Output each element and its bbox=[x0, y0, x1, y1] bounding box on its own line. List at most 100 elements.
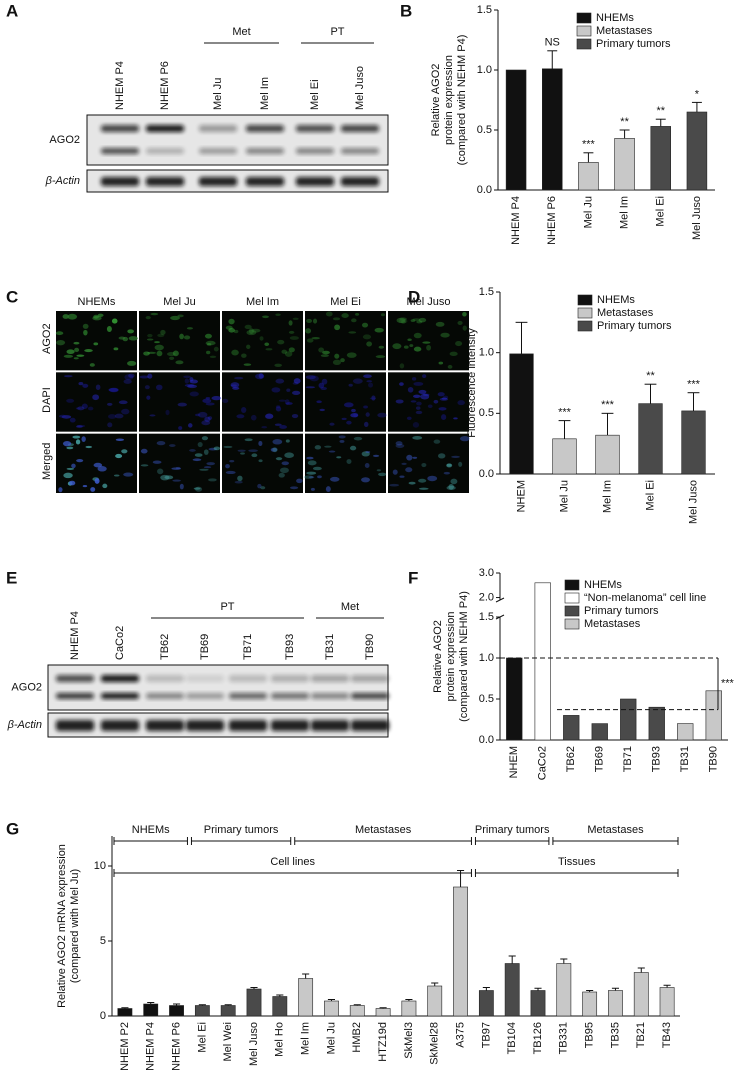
cell bbox=[375, 355, 386, 359]
micrograph bbox=[222, 311, 303, 371]
cell bbox=[169, 356, 175, 360]
cell bbox=[233, 329, 239, 334]
cell bbox=[207, 416, 213, 420]
cell bbox=[318, 382, 325, 389]
x-tick-label: TB90 bbox=[708, 746, 720, 772]
bar bbox=[375, 1008, 391, 1017]
blot-membrane bbox=[86, 169, 389, 193]
x-tick-label: Mel Im bbox=[300, 1022, 312, 1055]
lane-label: Mel Juso bbox=[354, 66, 366, 110]
cell bbox=[246, 344, 251, 350]
cell bbox=[197, 411, 208, 418]
cell bbox=[261, 425, 268, 429]
bar bbox=[582, 991, 598, 1017]
y-tick-label: 1.5 bbox=[479, 286, 494, 298]
cell bbox=[184, 383, 195, 387]
bar bbox=[143, 1003, 159, 1017]
cell bbox=[364, 463, 370, 468]
bar bbox=[542, 68, 563, 191]
cell bbox=[123, 472, 134, 477]
row-label: AGO2 bbox=[11, 681, 42, 693]
cell bbox=[427, 404, 433, 409]
cell bbox=[272, 447, 278, 453]
cell bbox=[248, 449, 258, 452]
cell bbox=[442, 395, 449, 399]
cell bbox=[406, 416, 412, 420]
cell bbox=[244, 438, 253, 442]
legend-swatch bbox=[576, 12, 592, 24]
cell bbox=[306, 456, 314, 460]
cell bbox=[150, 312, 159, 316]
bar bbox=[563, 715, 580, 741]
x-tick-label: TB35 bbox=[609, 1022, 621, 1048]
cell bbox=[422, 374, 427, 378]
cell bbox=[458, 461, 463, 467]
cell bbox=[303, 475, 314, 479]
cell bbox=[292, 317, 299, 320]
row-label: AGO2 bbox=[49, 134, 80, 146]
band bbox=[245, 148, 285, 154]
bar bbox=[620, 698, 637, 741]
cell bbox=[380, 313, 385, 317]
cell bbox=[248, 328, 254, 334]
significance-label: NS bbox=[545, 37, 560, 49]
y-axis-label: (compared with NEHM P4) bbox=[456, 35, 468, 166]
cell bbox=[312, 466, 322, 471]
cell bbox=[288, 347, 295, 353]
lane-label: TB62 bbox=[159, 634, 171, 660]
cell bbox=[411, 377, 417, 381]
cell bbox=[332, 359, 342, 366]
legend-swatch bbox=[564, 592, 580, 604]
column-label: Mel Ju bbox=[163, 296, 195, 308]
cell bbox=[87, 406, 94, 411]
cell bbox=[316, 400, 322, 404]
band bbox=[185, 675, 225, 682]
cell bbox=[399, 363, 405, 369]
band bbox=[198, 177, 238, 186]
cell bbox=[377, 412, 387, 418]
cell bbox=[334, 324, 341, 331]
cell bbox=[146, 338, 154, 341]
cell bbox=[421, 463, 427, 468]
cell bbox=[160, 329, 166, 335]
legend-swatch bbox=[577, 294, 593, 306]
group-label: Met bbox=[232, 26, 250, 38]
cell bbox=[409, 344, 414, 347]
cell bbox=[365, 412, 370, 417]
cell bbox=[231, 349, 239, 356]
cell bbox=[443, 471, 450, 475]
lane-label: TB90 bbox=[364, 634, 376, 660]
y-tick-label: 0.5 bbox=[479, 693, 494, 705]
cell bbox=[179, 333, 184, 340]
cell bbox=[237, 475, 243, 482]
cell bbox=[62, 440, 72, 447]
cell bbox=[361, 477, 370, 483]
cell bbox=[95, 384, 101, 391]
cell bbox=[281, 349, 288, 354]
significance-label: *** bbox=[558, 407, 572, 419]
cell bbox=[306, 471, 317, 475]
cell bbox=[205, 340, 216, 346]
cell bbox=[250, 414, 257, 421]
x-tick-label: TB331 bbox=[558, 1022, 570, 1054]
cell bbox=[123, 379, 132, 384]
cell bbox=[366, 341, 373, 347]
cell bbox=[451, 455, 460, 458]
cell bbox=[416, 401, 422, 406]
cell bbox=[446, 485, 456, 490]
cell bbox=[63, 472, 73, 479]
cell bbox=[457, 320, 463, 325]
bar bbox=[220, 1005, 236, 1017]
cell bbox=[172, 479, 181, 482]
cell bbox=[265, 413, 274, 419]
cell bbox=[89, 363, 95, 367]
cell bbox=[400, 320, 406, 324]
cell bbox=[371, 395, 376, 401]
row-label: DAPI bbox=[41, 387, 53, 413]
legend-swatch bbox=[576, 38, 592, 50]
x-tick-label: NHEM bbox=[515, 480, 527, 512]
band bbox=[340, 125, 380, 132]
x-tick-label: NHEM P6 bbox=[546, 196, 558, 245]
cell bbox=[82, 485, 88, 488]
panel-letter: A bbox=[6, 1, 18, 20]
